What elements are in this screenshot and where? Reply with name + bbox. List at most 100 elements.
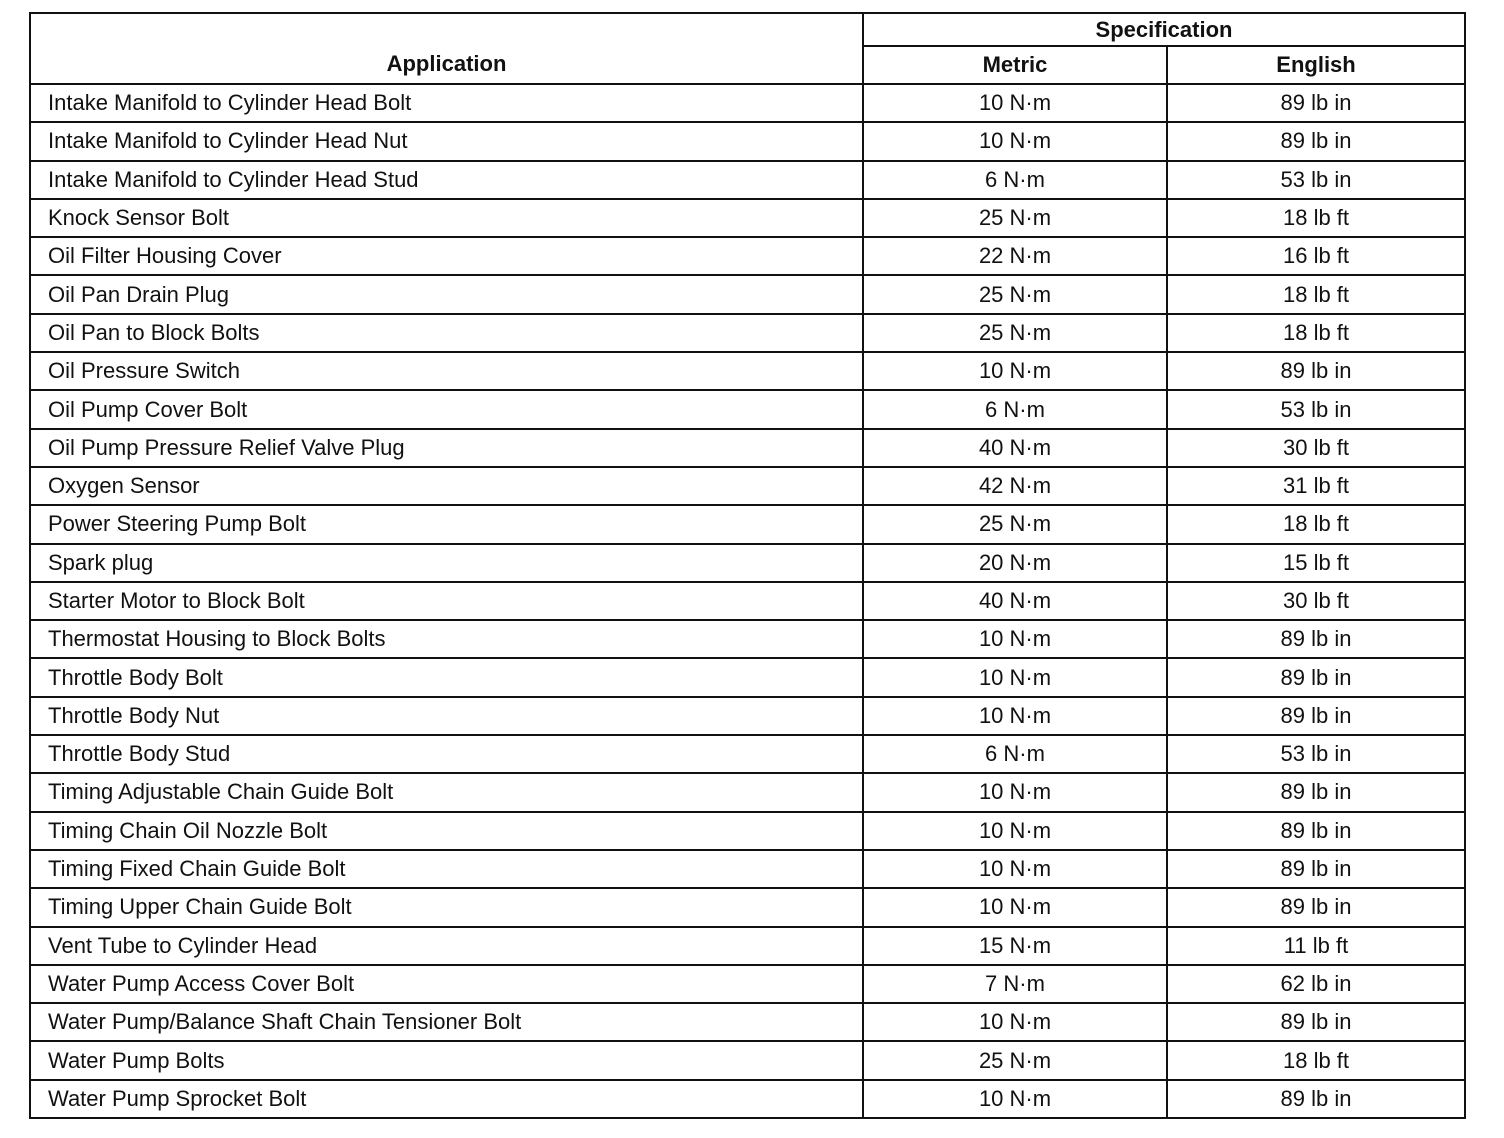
- application-cell: Water Pump/Balance Shaft Chain Tensioner…: [29, 1002, 864, 1043]
- application-cell: Intake Manifold to Cylinder Head Nut: [29, 121, 864, 162]
- table-row: Water Pump Access Cover Bolt 7 N·m 62 lb i…: [29, 963, 1467, 1005]
- english-cell: 18 lb ft: [1165, 312, 1467, 354]
- metric-cell: 40 N·m: [862, 580, 1168, 622]
- metric-cell: 20 N·m: [862, 542, 1168, 583]
- english-cell: 89 lb in: [1165, 1078, 1467, 1120]
- application-cell: Thermostat Housing to Block Bolts: [29, 619, 864, 660]
- table-row: Timing Adjustable Chain Guide Bolt 10 N·m…: [29, 772, 1467, 813]
- application-cell: Oil Pressure Switch: [29, 351, 864, 392]
- metric-cell: 6 N·m: [862, 159, 1168, 200]
- english-cell: 89 lb in: [1165, 619, 1467, 660]
- application-cell: Starter Motor to Block Bolt: [29, 580, 864, 622]
- english-cell: 16 lb ft: [1165, 236, 1467, 277]
- metric-cell: 10 N·m: [862, 887, 1168, 928]
- table-row: Intake Manifold to Cylinder Head Stud 6 N…: [29, 159, 1467, 200]
- application-cell: Oil Filter Housing Cover: [29, 236, 864, 277]
- application-cell: Timing Chain Oil Nozzle Bolt: [29, 810, 864, 851]
- table-body: Intake Manifold to Cylinder Head Bolt 10 …: [29, 82, 1467, 1120]
- metric-header: Metric: [862, 45, 1168, 85]
- specification-header: Specification: [861, 12, 1467, 47]
- english-cell: 89 lb in: [1165, 810, 1467, 851]
- application-cell: Timing Adjustable Chain Guide Bolt: [29, 772, 864, 813]
- english-cell: 89 lb in: [1165, 1002, 1467, 1043]
- metric-cell: 10 N·m: [862, 695, 1168, 737]
- metric-cell: 25 N·m: [862, 1040, 1168, 1081]
- application-cell: Vent Tube to Cylinder Head: [29, 925, 864, 966]
- english-cell: 89 lb in: [1165, 887, 1467, 928]
- table-row: Thermostat Housing to Block Bolts 10 N·m 8…: [29, 619, 1467, 660]
- english-cell: 89 lb in: [1165, 657, 1467, 698]
- english-cell: 53 lb in: [1165, 389, 1467, 430]
- table-row: Timing Fixed Chain Guide Bolt 10 N·m 89 lb…: [29, 848, 1467, 890]
- table-row: Knock Sensor Bolt 25 N·m 18 lb ft: [29, 197, 1467, 239]
- metric-cell: 10 N·m: [862, 351, 1168, 392]
- table-row: Timing Upper Chain Guide Bolt 10 N·m 89 lb…: [29, 887, 1467, 928]
- metric-cell: 10 N·m: [862, 1078, 1168, 1120]
- metric-cell: 7 N·m: [862, 963, 1168, 1005]
- english-cell: 30 lb ft: [1165, 427, 1467, 468]
- metric-cell: 6 N·m: [862, 389, 1168, 430]
- application-cell: Timing Upper Chain Guide Bolt: [29, 887, 864, 928]
- table-row: Oil Filter Housing Cover 22 N·m 16 lb ft: [29, 236, 1467, 277]
- application-cell: Water Pump Access Cover Bolt: [29, 963, 864, 1005]
- metric-cell: 15 N·m: [862, 925, 1168, 966]
- application-header: Application: [29, 12, 864, 85]
- table-row: Timing Chain Oil Nozzle Bolt 10 N·m 89 lb …: [29, 810, 1467, 851]
- metric-cell: 10 N·m: [862, 848, 1168, 890]
- table-row: Water Pump/Balance Shaft Chain Tensioner…: [29, 1002, 1467, 1043]
- english-cell: 15 lb ft: [1165, 542, 1467, 583]
- english-cell: 89 lb in: [1165, 772, 1467, 813]
- english-cell: 89 lb in: [1165, 351, 1467, 392]
- metric-cell: 10 N·m: [862, 657, 1168, 698]
- application-cell: Oxygen Sensor: [29, 465, 864, 507]
- english-cell: 89 lb in: [1165, 121, 1467, 162]
- metric-cell: 6 N·m: [862, 734, 1168, 775]
- english-cell: 18 lb ft: [1165, 274, 1467, 315]
- english-header: English: [1165, 45, 1467, 85]
- application-cell: Intake Manifold to Cylinder Head Stud: [29, 159, 864, 200]
- table-row: Starter Motor to Block Bolt 40 N·m 30 lb f…: [29, 580, 1467, 622]
- application-cell: Water Pump Bolts: [29, 1040, 864, 1081]
- table-row: Intake Manifold to Cylinder Head Bolt 10 …: [29, 82, 1467, 124]
- metric-cell: 40 N·m: [862, 427, 1168, 468]
- metric-cell: 25 N·m: [862, 312, 1168, 354]
- application-cell: Throttle Body Bolt: [29, 657, 864, 698]
- table-row: Intake Manifold to Cylinder Head Nut 10 N…: [29, 121, 1467, 162]
- application-cell: Throttle Body Stud: [29, 734, 864, 775]
- metric-cell: 42 N·m: [862, 465, 1168, 507]
- application-cell: Throttle Body Nut: [29, 695, 864, 737]
- application-cell: Spark plug: [29, 542, 864, 583]
- table-row: Throttle Body Nut 10 N·m 89 lb in: [29, 695, 1467, 737]
- application-cell: Power Steering Pump Bolt: [29, 504, 864, 545]
- table-row: Water Pump Bolts 25 N·m 18 lb ft: [29, 1040, 1467, 1081]
- table-row: Oxygen Sensor 42 N·m 31 lb ft: [29, 465, 1467, 507]
- table-row: Oil Pressure Switch 10 N·m 89 lb in: [29, 351, 1467, 392]
- metric-cell: 25 N·m: [862, 197, 1168, 239]
- metric-cell: 22 N·m: [862, 236, 1168, 277]
- application-cell: Oil Pump Pressure Relief Valve Plug: [29, 427, 864, 468]
- metric-cell: 10 N·m: [862, 810, 1168, 851]
- application-cell: Oil Pan to Block Bolts: [29, 312, 864, 354]
- table-row: Oil Pump Pressure Relief Valve Plug 40 N·…: [29, 427, 1467, 468]
- table-row: Oil Pan Drain Plug 25 N·m 18 lb ft: [29, 274, 1467, 315]
- english-cell: 89 lb in: [1165, 82, 1467, 124]
- english-cell: 18 lb ft: [1165, 504, 1467, 545]
- table-row: Water Pump Sprocket Bolt 10 N·m 89 lb in: [29, 1078, 1467, 1120]
- english-cell: 53 lb in: [1165, 734, 1467, 775]
- table-row: Oil Pump Cover Bolt 6 N·m 53 lb in: [29, 389, 1467, 430]
- table-row: Vent Tube to Cylinder Head 15 N·m 11 lb ft: [29, 925, 1467, 966]
- metric-cell: 25 N·m: [862, 274, 1168, 315]
- english-cell: 31 lb ft: [1165, 465, 1467, 507]
- table-row: Power Steering Pump Bolt 25 N·m 18 lb ft: [29, 504, 1467, 545]
- english-cell: 30 lb ft: [1165, 580, 1467, 622]
- table-row: Throttle Body Stud 6 N·m 53 lb in: [29, 734, 1467, 775]
- english-cell: 89 lb in: [1165, 695, 1467, 737]
- application-cell: Oil Pump Cover Bolt: [29, 389, 864, 430]
- table-row: Throttle Body Bolt 10 N·m 89 lb in: [29, 657, 1467, 698]
- metric-cell: 10 N·m: [862, 1002, 1168, 1043]
- application-cell: Timing Fixed Chain Guide Bolt: [29, 848, 864, 890]
- application-cell: Water Pump Sprocket Bolt: [29, 1078, 864, 1120]
- application-cell: Intake Manifold to Cylinder Head Bolt: [29, 82, 864, 124]
- english-cell: 18 lb ft: [1165, 1040, 1467, 1081]
- table-row: Oil Pan to Block Bolts 25 N·m 18 lb ft: [29, 312, 1467, 354]
